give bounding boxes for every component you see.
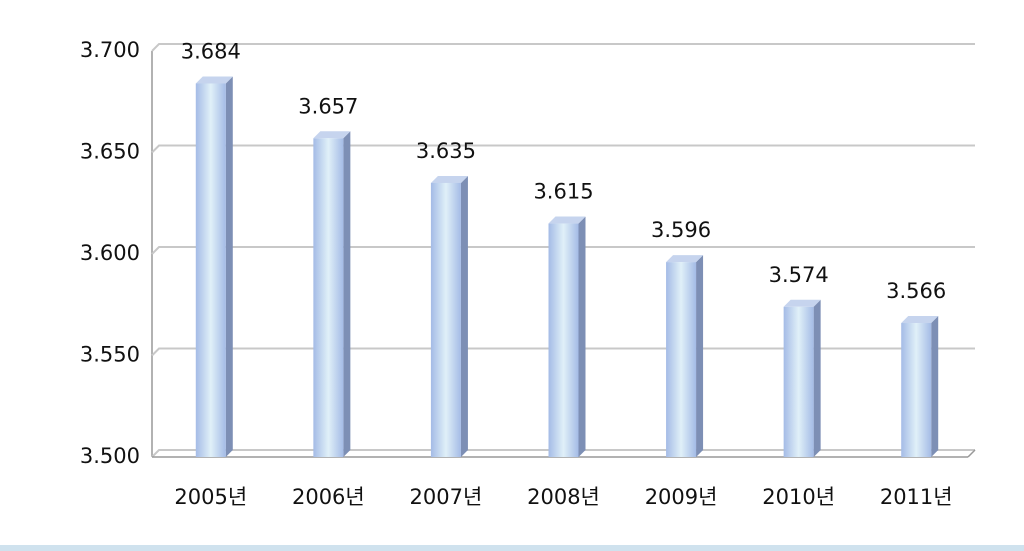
bar [548, 223, 579, 457]
x-tick-label: 2008년 [527, 485, 600, 509]
grid-line [151, 246, 975, 255]
value-label: 3.684 [181, 39, 241, 63]
y-tick-label: 3.500 [80, 444, 140, 468]
value-label: 3.596 [651, 218, 711, 242]
bar-top [783, 299, 821, 307]
bar-top [548, 216, 586, 224]
x-tick-label: 2011년 [880, 485, 953, 509]
bar-top [430, 175, 468, 183]
bar [783, 306, 814, 457]
bar [901, 323, 932, 457]
grid-line [151, 43, 975, 52]
bar-top [666, 255, 704, 263]
bar-side [460, 175, 468, 457]
bar-top [195, 76, 233, 84]
bar [313, 138, 344, 458]
y-tick-label: 3.550 [80, 343, 140, 367]
y-tick-label: 3.650 [80, 140, 140, 164]
bar [430, 182, 461, 457]
x-tick-label: 2009년 [645, 485, 718, 509]
value-label: 3.635 [416, 139, 476, 163]
bar-top [313, 131, 351, 139]
grid-line [151, 144, 975, 154]
bottom-strip [0, 545, 1024, 551]
y-tick-label: 3.600 [80, 241, 140, 265]
x-axis-edge [967, 449, 976, 458]
value-label: 3.615 [533, 180, 593, 204]
bar-top [901, 316, 939, 324]
bar-side [225, 76, 233, 457]
bar-side [813, 299, 821, 457]
value-label: 3.574 [769, 263, 829, 287]
value-label: 3.657 [298, 94, 358, 118]
bar-side [343, 131, 351, 458]
x-tick-label: 2007년 [410, 485, 483, 509]
bar-side [578, 216, 586, 457]
bar [195, 83, 226, 457]
bar-side [696, 255, 704, 457]
y-tick-label: 3.700 [80, 38, 140, 62]
bar-side [931, 316, 939, 457]
x-tick-label: 2010년 [762, 485, 835, 509]
x-tick-label: 2006년 [292, 485, 365, 509]
value-label: 3.566 [886, 279, 946, 303]
bar [666, 262, 697, 457]
x-tick-label: 2005년 [174, 485, 247, 509]
